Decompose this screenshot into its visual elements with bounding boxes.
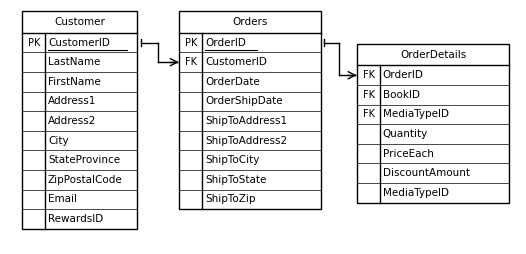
Text: FK: FK [185,57,197,67]
Text: Customer: Customer [54,17,105,27]
Text: PK: PK [185,38,197,47]
Text: FK: FK [363,90,375,100]
Text: ShipToAddress2: ShipToAddress2 [205,136,287,146]
Text: BookID: BookID [383,90,420,100]
Text: ShipToZip: ShipToZip [205,194,256,204]
Text: MediaTypeID: MediaTypeID [383,109,449,119]
Text: FK: FK [363,70,375,80]
Bar [179,11,320,209]
Text: Address1: Address1 [48,96,96,106]
Text: LastName: LastName [48,57,100,67]
Text: CustomerID: CustomerID [205,57,267,67]
Text: Quantity: Quantity [383,129,428,139]
Text: ShipToCity: ShipToCity [205,155,259,165]
Text: MediaTypeID: MediaTypeID [383,188,449,198]
Text: OrderShipDate: OrderShipDate [205,96,282,106]
Bar [357,44,509,203]
Text: OrderID: OrderID [383,70,423,80]
Text: FK: FK [363,109,375,119]
Text: DiscountAmount: DiscountAmount [383,168,470,178]
Text: City: City [48,136,68,146]
Text: PK: PK [28,38,40,47]
Text: Orders: Orders [232,17,268,27]
Text: OrderDetails: OrderDetails [400,50,466,60]
Text: Email: Email [48,194,77,204]
Text: RewardsID: RewardsID [48,214,103,224]
Text: ZipPostalCode: ZipPostalCode [48,175,123,185]
Text: Address2: Address2 [48,116,96,126]
Text: OrderDate: OrderDate [205,77,260,87]
Text: OrderID: OrderID [205,38,246,47]
Text: PriceEach: PriceEach [383,149,434,159]
Text: FirstName: FirstName [48,77,100,87]
Text: CustomerID: CustomerID [48,38,110,47]
Text: ShipToAddress1: ShipToAddress1 [205,116,287,126]
Bar [22,11,137,229]
Text: StateProvince: StateProvince [48,155,120,165]
Text: ShipToState: ShipToState [205,175,266,185]
